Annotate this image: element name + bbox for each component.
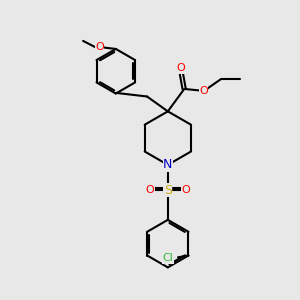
Text: N: N [163, 158, 172, 171]
Text: O: O [176, 63, 185, 73]
Text: O: O [95, 43, 104, 52]
Text: S: S [164, 184, 172, 196]
Text: O: O [146, 185, 154, 195]
Text: Cl: Cl [163, 254, 174, 263]
Text: O: O [181, 185, 190, 195]
Text: O: O [199, 85, 208, 96]
